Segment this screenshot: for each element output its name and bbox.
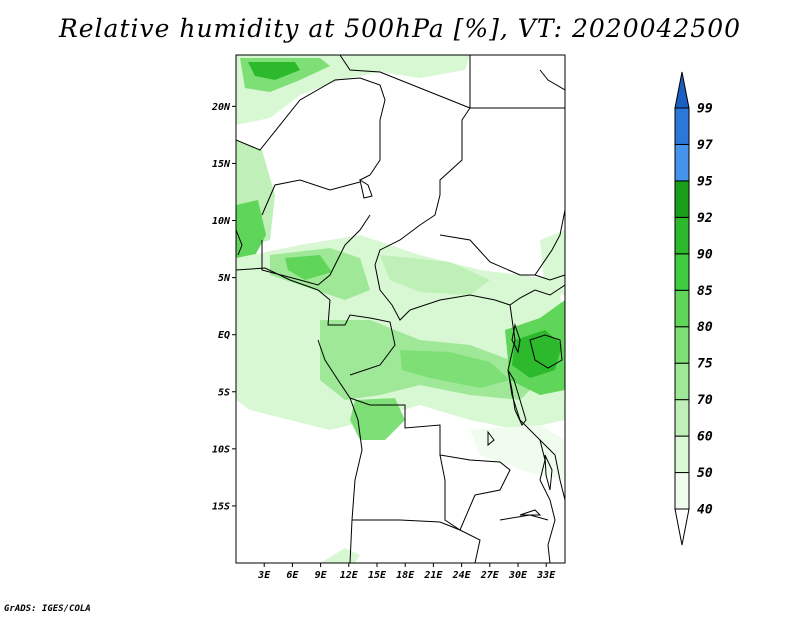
lon-tick-label: 24E (452, 570, 472, 581)
colorbar-label: 70 (697, 393, 713, 408)
lat-tick-label: 5N (218, 273, 231, 284)
humidity-field-nigeria-core (285, 255, 332, 280)
lon-tick-label: 9E (315, 570, 328, 581)
colorbar-box (674, 289, 690, 328)
lat-tick-label: 15N (212, 159, 231, 170)
colorbar-box (674, 435, 690, 474)
humidity-field-west-coast-core (236, 200, 266, 268)
border-niger-chad (236, 77, 386, 181)
lon-tick-label: 6E (286, 570, 299, 581)
colorbar-box (674, 253, 690, 291)
lat-tick-label: 15S (212, 501, 230, 512)
colorbar: 40 50 60 70 75 80 85 90 92 95 97 99 (674, 71, 713, 546)
latitude-axis: 20N 15N 10N 5N EQ 5S 10S 15S (211, 102, 236, 512)
longitude-axis: 3E 6E 9E 12E 15E 18E 21E 24E 27E 30E 33E (257, 563, 556, 581)
border-ethiopia-kenya (534, 274, 565, 281)
colorbar-label: 50 (697, 466, 713, 481)
colorbar-label: 40 (697, 503, 713, 518)
colorbar-label: 80 (697, 320, 713, 335)
chart-title: Relative humidity at 500hPa [%], VT: 202… (58, 14, 742, 43)
colorbar-label: 95 (697, 174, 713, 189)
border-niger-nigeria (261, 179, 361, 216)
border-volta-lake (236, 229, 243, 256)
colorbar-label: 97 (697, 138, 713, 153)
humidity-shading (236, 55, 565, 563)
border-nigeria-cameroon (261, 214, 371, 286)
border-lake-kariba (519, 509, 542, 516)
border-lake-albert (511, 323, 521, 354)
border-lake-malawi (544, 454, 553, 491)
border-libya-egypt (339, 55, 471, 109)
colorbar-box (674, 107, 690, 145)
border-cameroon-car (374, 264, 411, 321)
lat-tick-label: 10S (212, 444, 230, 455)
border-tanzania-malawi (539, 439, 565, 501)
border-namibia-angola (352, 519, 481, 563)
border-sudan-ss (439, 209, 565, 276)
lon-tick-label: 18E (396, 570, 415, 581)
lat-tick-label: 5S (218, 387, 230, 398)
colorbar-under-triangle (674, 508, 690, 546)
lon-tick-label: 15E (368, 570, 387, 581)
border-drc-east (507, 304, 556, 563)
humidity-field-south-east (470, 425, 565, 480)
border-libya-sudan (439, 107, 471, 195)
border-gabon-congo (327, 299, 396, 376)
colorbar-box (674, 399, 690, 437)
humidity-field-great-lakes-core (512, 330, 562, 378)
lon-tick-label: 27E (480, 570, 500, 581)
lon-tick-label: 3E (257, 570, 271, 581)
colorbar-label: 99 (697, 102, 713, 117)
lon-tick-label: 33E (536, 570, 556, 581)
colorbar-label: 85 (697, 284, 713, 299)
grads-credit: GrADS: IGES/COLA (4, 604, 91, 614)
border-red-sea-coast (539, 69, 565, 91)
colorbar-box (674, 180, 690, 218)
colorbar-label: 60 (697, 430, 713, 445)
border-lake-chad (359, 178, 373, 199)
lat-tick-label: 10N (212, 216, 231, 227)
border-lake-mweru (487, 430, 495, 447)
colorbar-box (674, 472, 690, 510)
humidity-field-sahara-peak (248, 62, 300, 80)
colorbar-box (674, 216, 690, 255)
border-lake-victoria (529, 334, 563, 369)
humidity-field-south-corner (320, 548, 360, 563)
country-borders (236, 55, 565, 563)
lon-tick-label: 30E (508, 570, 528, 581)
humidity-field-congo-core (400, 350, 510, 388)
border-angola-zambia (439, 454, 476, 531)
humidity-field-sudan (380, 255, 490, 295)
lat-tick-label: EQ (218, 330, 230, 341)
colorbar-box (674, 143, 690, 182)
colorbar-label: 90 (697, 247, 713, 262)
lon-tick-label: 12E (340, 570, 359, 581)
lon-tick-label: 21E (423, 570, 443, 581)
lat-tick-label: 20N (211, 102, 231, 113)
colorbar-box (674, 362, 690, 401)
humidity-field-angola-coast (350, 398, 405, 440)
colorbar-box (674, 326, 690, 364)
colorbar-label: 92 (697, 211, 713, 226)
colorbar-over-triangle (674, 71, 690, 109)
border-car-drc (409, 294, 511, 311)
border-gulf-coast (236, 267, 331, 301)
map-frame (235, 54, 566, 564)
border-zambia-mozambique (499, 514, 549, 521)
border-atlantic-coast (317, 339, 363, 563)
border-ss-uganda (509, 284, 565, 306)
border-chad-sudan (374, 194, 441, 266)
border-lake-tanganyika (507, 369, 527, 426)
colorbar-label: 75 (697, 357, 713, 372)
